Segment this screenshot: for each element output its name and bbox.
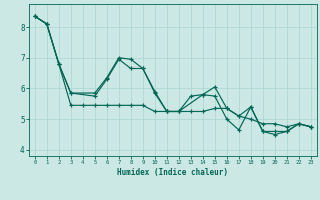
X-axis label: Humidex (Indice chaleur): Humidex (Indice chaleur) [117, 168, 228, 177]
